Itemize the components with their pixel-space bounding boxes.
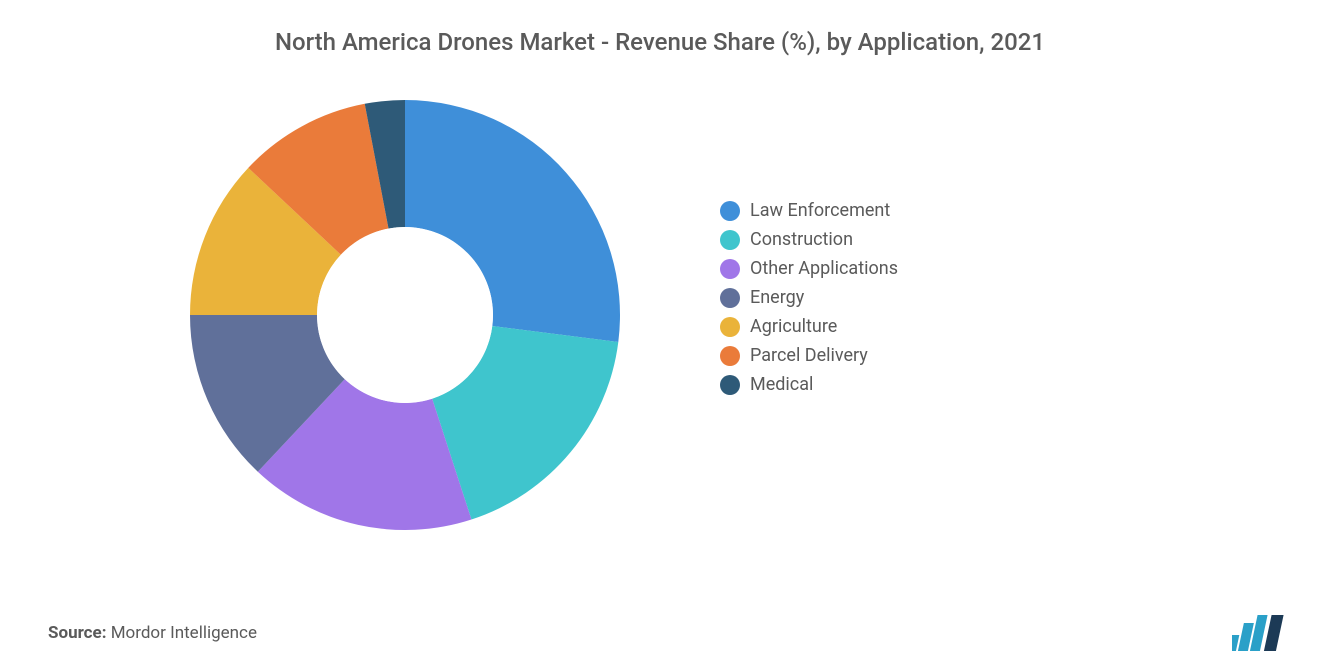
legend-label: Construction xyxy=(750,229,853,250)
legend-label: Agriculture xyxy=(750,316,837,337)
source-attribution: Source: Mordor Intelligence xyxy=(48,623,257,643)
donut-chart xyxy=(190,100,620,530)
legend-label: Medical xyxy=(750,374,813,395)
legend-swatch-icon xyxy=(720,346,740,366)
legend-item: Medical xyxy=(720,374,898,395)
legend-swatch-icon xyxy=(720,230,740,250)
legend: Law Enforcement Construction Other Applica… xyxy=(720,200,898,403)
legend-label: Energy xyxy=(750,287,804,308)
legend-item: Energy xyxy=(720,287,898,308)
donut-hole xyxy=(317,227,493,403)
legend-swatch-icon xyxy=(720,259,740,279)
legend-item: Parcel Delivery xyxy=(720,345,898,366)
legend-item: Law Enforcement xyxy=(720,200,898,221)
legend-item: Construction xyxy=(720,229,898,250)
source-label: Source: xyxy=(48,623,106,643)
chart-title: North America Drones Market - Revenue Sh… xyxy=(0,0,1320,56)
legend-item: Other Applications xyxy=(720,258,898,279)
legend-item: Agriculture xyxy=(720,316,898,337)
legend-swatch-icon xyxy=(720,201,740,221)
legend-swatch-icon xyxy=(720,317,740,337)
legend-label: Law Enforcement xyxy=(750,200,890,221)
brand-logo-icon xyxy=(1232,613,1292,653)
legend-swatch-icon xyxy=(720,375,740,395)
legend-swatch-icon xyxy=(720,288,740,308)
legend-label: Other Applications xyxy=(750,258,898,279)
legend-label: Parcel Delivery xyxy=(750,345,868,366)
source-value: Mordor Intelligence xyxy=(111,623,257,643)
